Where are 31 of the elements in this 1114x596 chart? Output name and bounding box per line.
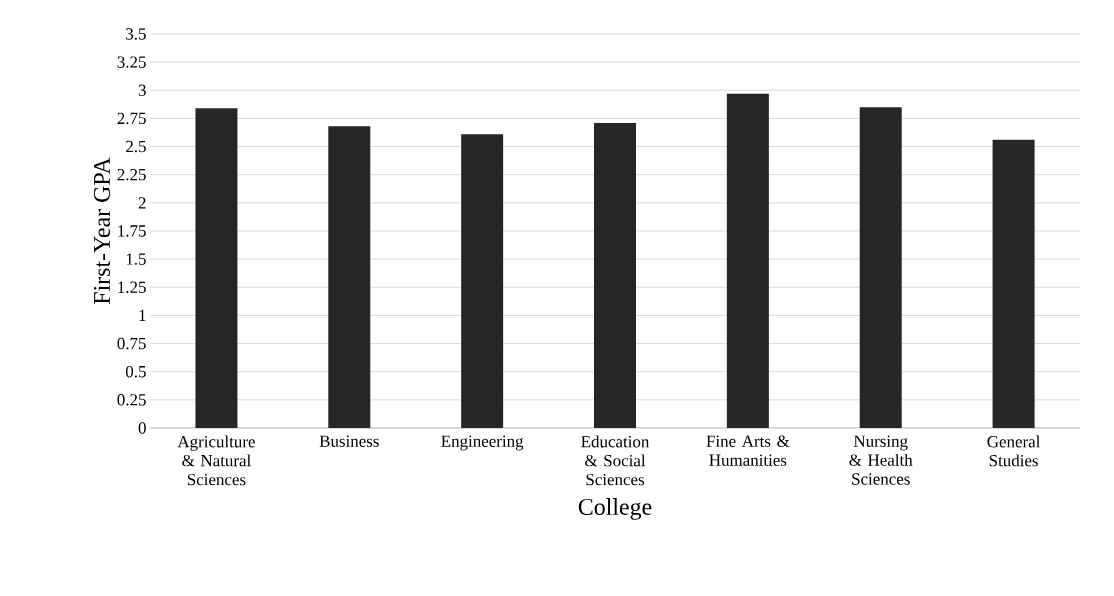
y-tick-label: 0 (138, 422, 146, 434)
bar (594, 122, 637, 428)
x-tick-label: Fine Arts & Humanities (706, 435, 790, 466)
y-tick-label: 3.25 (117, 56, 146, 68)
bar (859, 107, 902, 428)
x-tick-label: Education & Social Sciences (581, 435, 650, 486)
x-tick-label: Engineering (441, 435, 524, 451)
bar (992, 139, 1035, 428)
bar (726, 93, 769, 428)
y-tick-label: 1 (139, 309, 146, 321)
y-tick-label: 0.5 (125, 365, 146, 378)
bar (195, 108, 238, 428)
bar (328, 126, 371, 428)
x-tick-label: Nursing & Health Sciences (849, 435, 913, 485)
x-tick-label: Agriculture & Natural Sciences (177, 435, 255, 486)
y-tick-label: 3.5 (126, 28, 146, 40)
x-tick-label: Business (319, 435, 379, 447)
y-tick-label: 1.75 (118, 225, 146, 237)
x-axis-title: College (578, 498, 652, 520)
bar (461, 134, 504, 428)
y-tick-label: 1.5 (126, 253, 146, 265)
y-axis-title: First-Year GPA (93, 157, 111, 305)
x-tick-label: General Studies (987, 435, 1041, 467)
y-tick-label: 3 (138, 84, 146, 96)
y-tick-label: 0.25 (117, 394, 146, 406)
y-tick-label: 1.25 (118, 281, 146, 293)
y-tick-label: 2.5 (126, 140, 146, 153)
y-tick-label: 2.25 (117, 168, 146, 181)
y-tick-label: 0.75 (117, 337, 146, 350)
y-tick-label: 2.75 (117, 112, 146, 125)
y-tick-label: 2 (138, 197, 146, 209)
